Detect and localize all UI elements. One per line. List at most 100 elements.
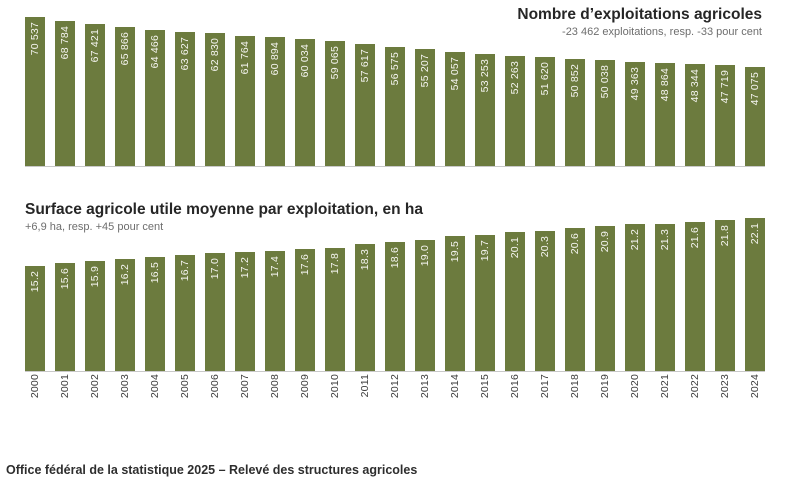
bar: 17.4	[265, 250, 285, 371]
bar: 17.2	[235, 251, 255, 371]
bar: 70 537	[25, 17, 45, 166]
year-tick-label: 2021	[659, 374, 671, 399]
bar: 49 363	[625, 61, 645, 166]
bar-value-label: 65 866	[119, 31, 131, 66]
bar: 53 253	[475, 53, 495, 166]
bar: 63 627	[175, 31, 195, 166]
year-tick-label: 2005	[179, 374, 191, 399]
year-tick: 2006	[205, 374, 225, 408]
year-tick: 2015	[475, 374, 495, 408]
bar-value-label: 70 537	[29, 22, 41, 56]
year-tick-label: 2001	[59, 374, 71, 399]
bar: 65 866	[115, 26, 135, 166]
year-tick-label: 2018	[569, 374, 581, 399]
bar: 61 764	[235, 35, 255, 166]
chart2-header: Surface agricole utile moyenne par explo…	[25, 201, 423, 233]
chart2-title: Surface agricole utile moyenne par explo…	[25, 201, 423, 218]
year-tick: 2019	[595, 374, 615, 408]
bar: 67 421	[85, 23, 105, 166]
year-tick: 2008	[265, 374, 285, 408]
year-tick: 2018	[565, 374, 585, 408]
bar: 51 620	[535, 57, 555, 166]
bar-value-label: 17.8	[329, 252, 341, 275]
bar: 17.0	[205, 253, 225, 371]
year-tick: 2009	[295, 374, 315, 408]
year-tick-label: 2006	[209, 374, 221, 399]
bar-value-label: 67 421	[89, 28, 101, 62]
bar-value-label: 20.3	[539, 235, 551, 257]
year-tick-label: 2010	[329, 374, 341, 399]
year-tick-label: 2008	[269, 374, 281, 399]
chart1-bars: 70 537 68 784 67 421 65 866 64 466 63 627 62 8…	[25, 17, 765, 166]
year-tick-label: 2004	[149, 374, 161, 399]
bar: 19.0	[415, 239, 435, 371]
bar-value-label: 20.6	[569, 233, 581, 255]
bar: 48 344	[685, 63, 705, 166]
bar-value-label: 57 617	[359, 49, 371, 83]
bar: 20.6	[565, 228, 585, 371]
bar: 16.5	[145, 256, 165, 371]
year-tick-label: 2009	[299, 374, 311, 399]
bar-value-label: 60 894	[269, 42, 281, 76]
year-tick: 2004	[145, 374, 165, 408]
chart1-subtitle: -23 462 exploitations, resp. -33 pour ce…	[562, 25, 762, 38]
bar-value-label: 16.5	[149, 261, 161, 284]
bar: 15.2	[25, 265, 45, 371]
year-tick: 2014	[445, 374, 465, 408]
bar-value-label: 16.2	[119, 263, 131, 286]
bar-value-label: 20.1	[509, 236, 521, 259]
bar-value-label: 62 830	[209, 38, 221, 72]
bar-value-label: 48 344	[689, 68, 701, 103]
bar-value-label: 50 852	[569, 63, 581, 97]
year-tick: 2024	[745, 374, 765, 408]
year-tick-label: 2012	[389, 374, 401, 399]
bar: 17.6	[295, 249, 315, 371]
bar-value-label: 51 620	[539, 62, 551, 96]
year-tick: 2002	[85, 374, 105, 408]
bar: 47 075	[745, 66, 765, 166]
bar-value-label: 61 764	[239, 40, 251, 74]
bar: 68 784	[55, 20, 75, 166]
year-tick-label: 2015	[479, 374, 491, 399]
year-tick: 2023	[715, 374, 735, 408]
chart2-subtitle: +6,9 ha, resp. +45 pour cent	[25, 220, 164, 233]
bar: 62 830	[205, 33, 225, 166]
bar-value-label: 15.6	[59, 268, 71, 290]
year-tick: 2001	[55, 374, 75, 408]
bar-value-label: 21.3	[659, 228, 671, 250]
bar: 21.6	[685, 221, 705, 371]
bar-value-label: 15.2	[29, 270, 41, 293]
year-tick-label: 2011	[359, 374, 371, 398]
bar-value-label: 18.3	[359, 249, 371, 271]
year-tick-label: 2002	[89, 374, 101, 399]
bar: 54 057	[445, 51, 465, 166]
bar: 21.8	[715, 220, 735, 371]
year-tick: 2003	[115, 374, 135, 408]
bar: 57 617	[355, 44, 375, 166]
bar-value-label: 56 575	[389, 51, 401, 85]
bar-value-label: 21.8	[719, 225, 731, 247]
year-tick-label: 2007	[239, 374, 251, 399]
year-tick: 2017	[535, 374, 555, 408]
bar-value-label: 59 065	[329, 46, 341, 80]
bar: 50 038	[595, 60, 615, 166]
year-tick-label: 2019	[599, 374, 611, 399]
bar: 17.8	[325, 247, 345, 371]
bar-value-label: 19.0	[419, 244, 431, 266]
bar-value-label: 48 864	[659, 67, 671, 102]
bar-value-label: 15.9	[89, 265, 101, 288]
bar: 20.1	[505, 231, 525, 371]
year-tick: 2013	[415, 374, 435, 408]
bar: 60 034	[295, 39, 315, 166]
bar-value-label: 54 057	[449, 56, 461, 91]
year-tick-label: 2016	[509, 374, 521, 399]
chart1-title: Nombre d’exploitations agricoles	[517, 6, 762, 23]
year-tick: 2000	[25, 374, 45, 408]
year-tick-label: 2013	[419, 374, 431, 399]
bar-value-label: 20.9	[599, 231, 611, 253]
bar: 50 852	[565, 58, 585, 166]
year-tick: 2016	[505, 374, 525, 408]
bar-value-label: 49 363	[629, 66, 641, 101]
year-tick-label: 2022	[689, 374, 701, 399]
bar-value-label: 47 719	[719, 70, 731, 104]
